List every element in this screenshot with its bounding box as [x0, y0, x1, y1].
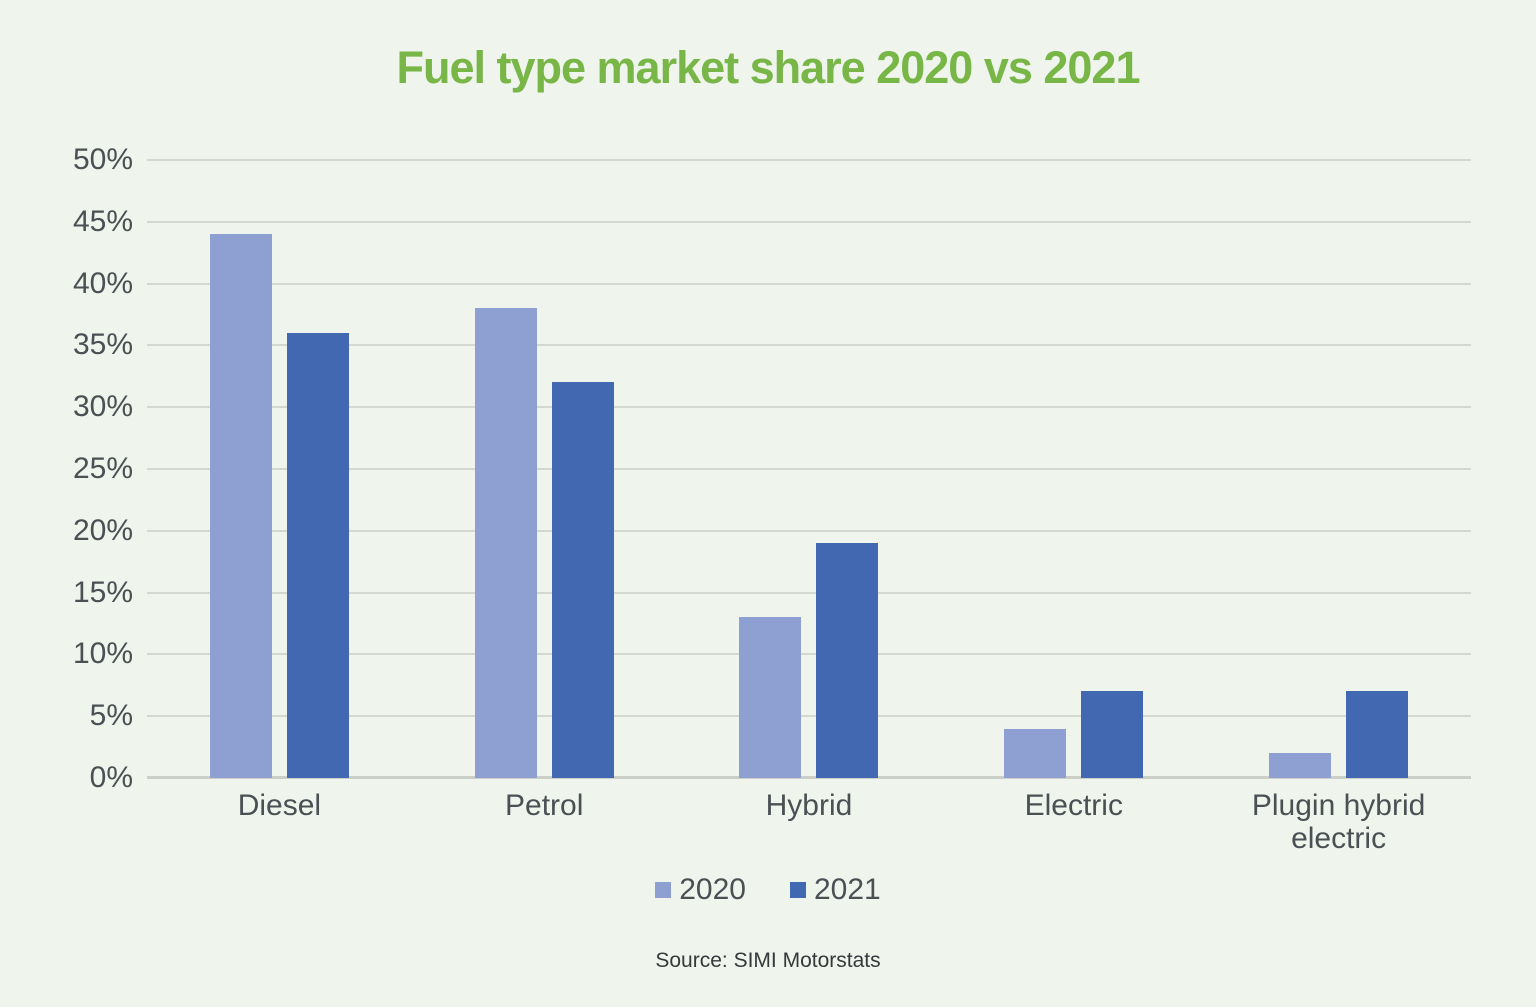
legend: 2020 2021	[0, 875, 1536, 905]
y-tick-label-20: 20%	[72, 513, 133, 547]
bar-2020-diesel	[209, 234, 272, 778]
y-tick-label-30: 30%	[72, 390, 133, 424]
x-label-electric: Electric	[941, 789, 1206, 855]
bar-2020-electric	[1004, 728, 1067, 778]
y-tick-label-0: 0%	[89, 761, 133, 794]
y-tick-label-35: 35%	[72, 328, 133, 362]
gridline-20	[147, 529, 1471, 532]
y-tick-label-50: 50%	[72, 143, 133, 176]
y-tick-label-25: 25%	[72, 452, 133, 485]
bar-group-petrol	[412, 160, 677, 778]
bar-2020-hybrid	[739, 617, 802, 778]
gridline-25	[147, 468, 1471, 470]
bar-2021-electric	[1081, 691, 1144, 778]
gridline-30	[147, 406, 1471, 409]
x-label-petrol: Petrol	[412, 789, 677, 855]
gridline-45	[147, 220, 1471, 223]
legend-swatch-2020	[655, 882, 672, 898]
y-tick-label-45: 45%	[72, 204, 133, 238]
x-label-text: Diesel	[237, 789, 322, 822]
y-tick-label-40: 40%	[72, 266, 133, 300]
bar-2020-plugin-hybrid-electric	[1269, 753, 1332, 778]
bar-group-plugin-hybrid-electric	[1206, 160, 1471, 778]
bar-group-electric	[941, 160, 1206, 778]
legend-swatch-2021	[790, 882, 806, 898]
x-label-text: Plugin hybrid electric	[1251, 789, 1426, 855]
y-axis-labels: 0% 5% 10% 15% 20% 25% 30% 35% 40% 45% 50%	[0, 145, 133, 793]
legend-item-2020: 2020	[655, 875, 746, 905]
x-label-plugin-hybrid-electric: Plugin hybrid electric	[1206, 789, 1471, 855]
x-label-hybrid: Hybrid	[677, 789, 942, 855]
y-tick-label-10: 10%	[72, 637, 133, 671]
chart-title: Fuel type market share 2020 vs 2021	[396, 42, 1141, 93]
x-label-text: Petrol	[505, 789, 584, 822]
gridline-15	[147, 591, 1471, 594]
gridline-10	[147, 653, 1471, 656]
y-tick-label-5: 5%	[89, 699, 133, 733]
legend-label-2021: 2021	[814, 873, 881, 906]
bar-2021-plugin-hybrid-electric	[1346, 691, 1409, 778]
legend-item-2021: 2021	[790, 875, 881, 905]
legend-label-2020: 2020	[679, 873, 746, 906]
gridline-5	[147, 715, 1471, 718]
gridline-35	[147, 344, 1471, 347]
x-axis-labels: Diesel Petrol Hybrid Electric Plugin hybrid …	[147, 789, 1471, 855]
bar-2020-petrol	[474, 308, 537, 778]
plot-area	[147, 159, 1471, 779]
bar-2021-petrol	[551, 382, 614, 778]
gridline-50	[147, 159, 1471, 161]
gridline-40	[147, 282, 1471, 285]
bar-group-diesel	[147, 160, 412, 778]
bar-group-hybrid	[677, 160, 942, 778]
x-axis-line	[147, 776, 1471, 779]
x-label-diesel: Diesel	[147, 789, 412, 855]
source-note: Source: SIMI Motorstats	[655, 949, 881, 972]
y-tick-label-15: 15%	[72, 575, 133, 609]
bar-2021-diesel	[286, 333, 349, 778]
bar-2021-hybrid	[816, 543, 879, 778]
x-label-text: Electric	[1024, 789, 1123, 822]
x-label-text: Hybrid	[765, 789, 853, 822]
